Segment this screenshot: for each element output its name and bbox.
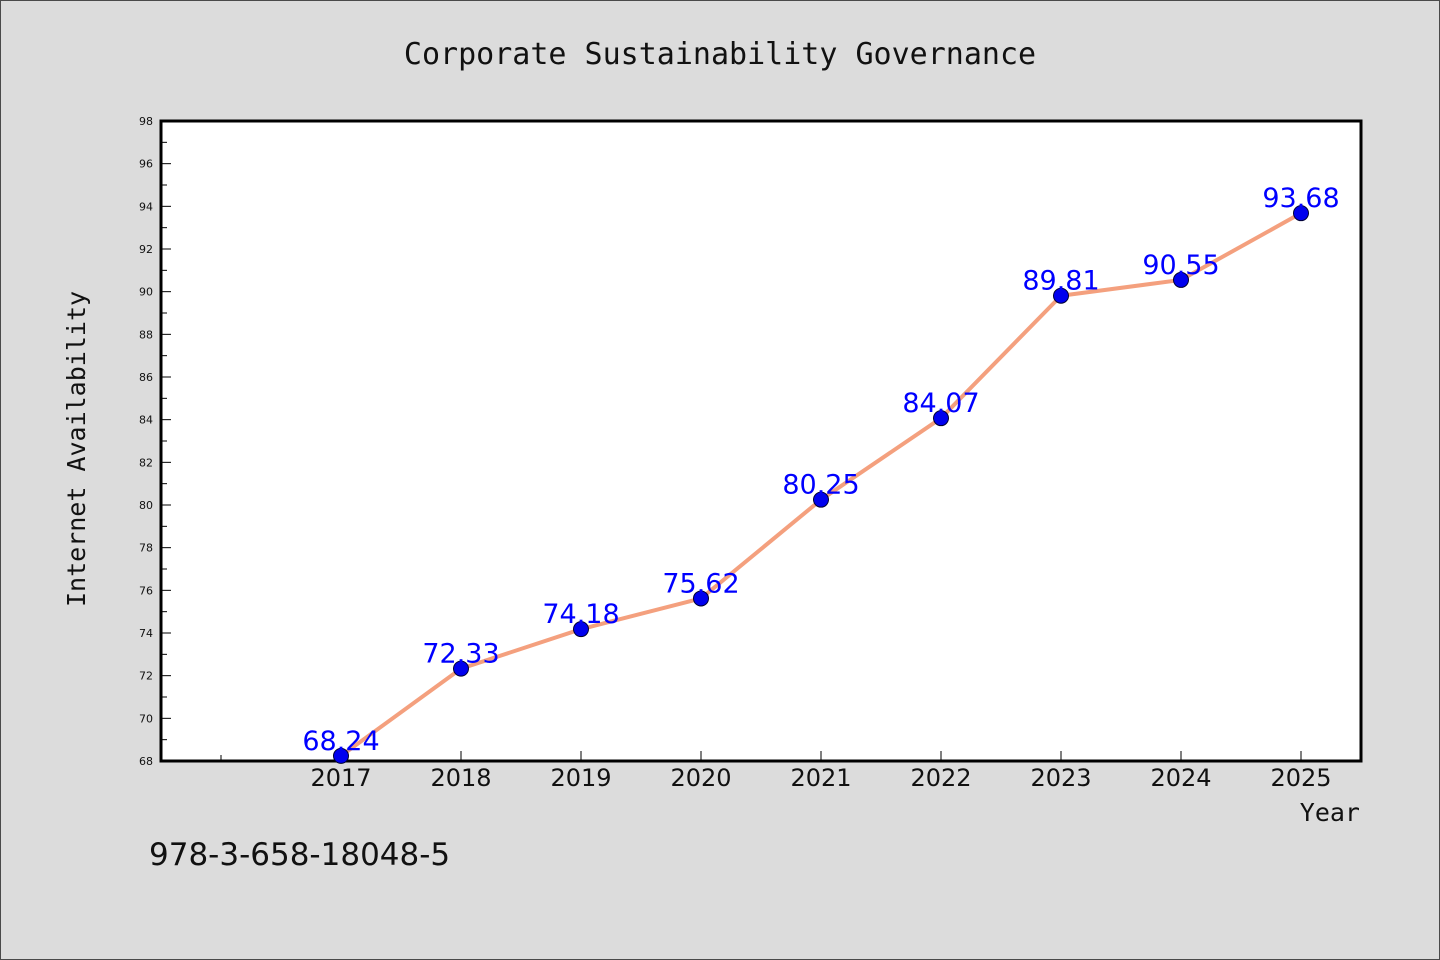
data-label: 93.68 — [1262, 183, 1339, 214]
y-tick-label: 80 — [139, 499, 153, 512]
data-label: 80.25 — [782, 470, 859, 501]
y-tick-label: 72 — [139, 670, 153, 683]
data-label: 89.81 — [1022, 266, 1099, 297]
x-tick-label: 2017 — [310, 764, 371, 792]
y-axis-ticks: 68 70 72 74 76 78 80 82 84 86 88 90 92 94 96 98 — [139, 115, 171, 768]
x-tick-label: 2019 — [550, 764, 611, 792]
data-point — [693, 590, 709, 607]
footer-code: 978-3-658-18048-5 — [149, 837, 450, 873]
y-tick-label: 70 — [139, 712, 153, 725]
y-tick-label: 82 — [139, 456, 153, 469]
data-label: 84.07 — [902, 388, 979, 419]
data-point — [1053, 287, 1069, 304]
x-tick-label: 2022 — [910, 764, 971, 792]
y-tick-label: 86 — [139, 371, 153, 384]
x-tick-label: 2025 — [1270, 764, 1331, 792]
data-label: 75.62 — [662, 568, 739, 599]
y-axis-label: Internet Availability — [62, 291, 91, 607]
x-tick-label: 2023 — [1030, 764, 1091, 792]
y-tick-label: 88 — [139, 328, 153, 341]
data-point — [813, 491, 829, 508]
data-point — [1173, 271, 1189, 288]
x-axis-ticks: 2017 2018 2019 2020 2021 2022 2023 2024 2025 — [220, 751, 1332, 792]
data-label: 74.18 — [542, 599, 619, 630]
y-tick-label: 98 — [139, 115, 153, 128]
data-point — [1293, 205, 1309, 222]
y-tick-label: 78 — [139, 542, 153, 555]
x-axis-label: Year — [1300, 798, 1360, 827]
data-label: 90.55 — [1142, 250, 1219, 281]
y-tick-label: 68 — [139, 755, 153, 768]
x-tick-label: 2018 — [430, 764, 491, 792]
data-labels: 68.24 72.33 74.18 75.62 80.25 84.07 89.81 90.55… — [302, 183, 1339, 757]
data-label: 68.24 — [302, 726, 379, 757]
y-tick-label: 96 — [139, 158, 153, 171]
x-tick-label: 2021 — [790, 764, 851, 792]
data-point — [333, 747, 349, 764]
y-tick-label: 84 — [139, 414, 153, 427]
data-point — [933, 410, 949, 427]
y-tick-label: 92 — [139, 243, 153, 256]
data-point — [453, 660, 469, 677]
series-layer — [333, 205, 1309, 764]
y-tick-label: 90 — [139, 286, 153, 299]
x-tick-label: 2020 — [670, 764, 731, 792]
plot-area — [159, 119, 1363, 763]
data-label: 72.33 — [422, 639, 499, 670]
data-point — [573, 621, 589, 638]
chart-title: Corporate Sustainability Governance — [404, 37, 1036, 72]
y-tick-label: 94 — [139, 200, 153, 213]
x-tick-label: 2024 — [1150, 764, 1211, 792]
y-tick-label: 76 — [139, 584, 153, 597]
y-tick-label: 74 — [139, 627, 153, 640]
